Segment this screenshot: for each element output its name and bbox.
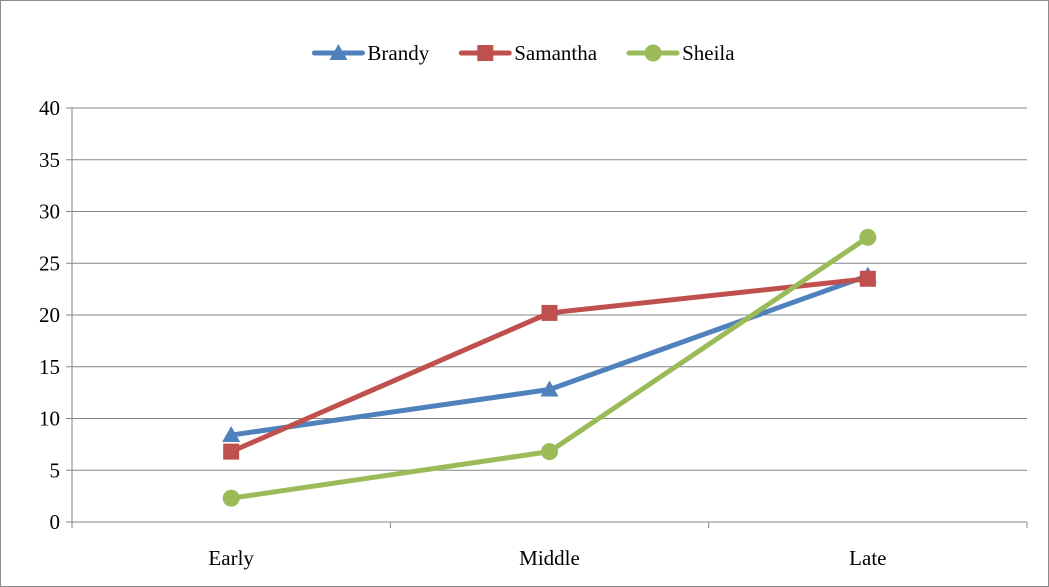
legend: Brandy Samantha Sheila <box>311 41 735 65</box>
point-brandy-middle <box>540 380 559 397</box>
point-samantha-early <box>223 443 240 460</box>
legend-label-samantha: Samantha <box>514 41 597 65</box>
axes: 0 5 10 15 20 25 30 35 40 Early Middle Late <box>39 96 1028 570</box>
point-samantha-middle <box>541 304 558 321</box>
y-tick-label-20: 20 <box>39 303 60 327</box>
y-tick-label-35: 35 <box>39 148 60 172</box>
legend-marker-sheila <box>644 44 662 62</box>
y-tick-label-15: 15 <box>39 355 60 379</box>
series-line-samantha <box>228 276 871 455</box>
x-tick-label-late: Late <box>849 546 886 570</box>
y-tick-label-5: 5 <box>50 458 61 482</box>
point-sheila-middle <box>541 443 558 461</box>
y-tick-label-10: 10 <box>39 407 60 431</box>
point-sheila-late <box>859 228 877 246</box>
x-tick-label-early: Early <box>208 546 254 570</box>
point-samantha-late <box>859 270 876 287</box>
legend-label-brandy: Brandy <box>367 41 429 65</box>
y-tick-label-25: 25 <box>39 251 60 275</box>
gridlines <box>72 107 1027 471</box>
x-tick-label-middle: Middle <box>519 546 580 570</box>
point-brandy-early <box>222 426 241 443</box>
y-tick-label-30: 30 <box>39 200 60 224</box>
y-tick-label-0: 0 <box>50 510 61 534</box>
y-tick-label-40: 40 <box>39 96 60 120</box>
series-markers <box>222 228 877 507</box>
legend-marker-samantha <box>477 45 494 61</box>
point-sheila-early <box>222 489 240 507</box>
legend-label-sheila: Sheila <box>682 41 735 65</box>
legend-marker-brandy <box>329 44 348 60</box>
